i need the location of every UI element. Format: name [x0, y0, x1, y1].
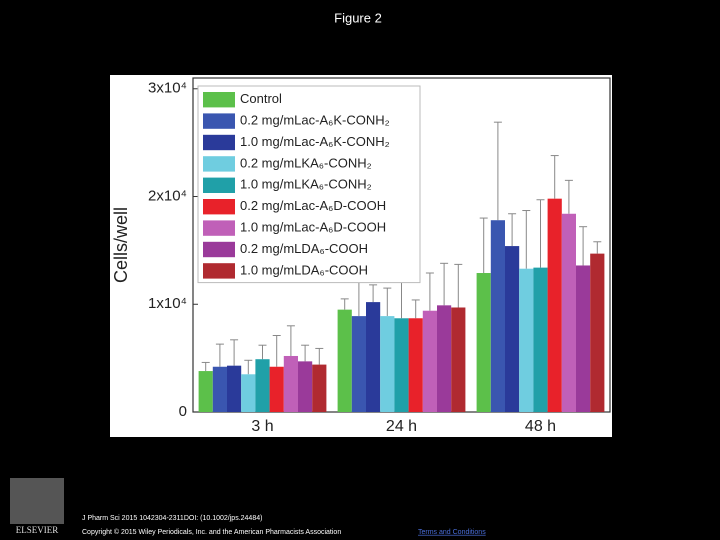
legend-label: 0.2 mg/mLac-A₆K-CONH₂ [240, 113, 390, 128]
legend-swatch [203, 199, 235, 215]
publisher: ELSEVIER [16, 525, 59, 535]
legend-swatch [203, 113, 235, 129]
bar [198, 371, 213, 412]
bar [533, 267, 548, 412]
bar [437, 305, 452, 412]
slide-title: Figure 2 [334, 10, 382, 25]
bar [422, 310, 437, 412]
legend-label: 1.0 mg/mLac-A₆K-CONH₂ [240, 134, 390, 149]
bar [590, 253, 605, 412]
legend-swatch [203, 241, 235, 258]
y-tick-label: 1x10⁴ [148, 295, 187, 312]
bar [255, 359, 270, 412]
bar [394, 318, 409, 412]
legend-label: 1.0 mg/mLac-A₆D-COOH [240, 220, 386, 235]
legend-label: 0.2 mg/mLac-A₆D-COOH [240, 198, 386, 213]
bar [547, 198, 562, 412]
legend-label: 0.2 mg/mLKA₆-CONH₂ [240, 155, 372, 170]
y-axis-title: Cells/well [111, 207, 131, 283]
bar [561, 213, 576, 412]
citation: J Pharm Sci 2015 1042304-2311DOI: (10.10… [82, 515, 262, 522]
legend-label: 0.2 mg/mLDA₆-COOH [240, 241, 368, 256]
legend-swatch [203, 177, 235, 193]
publisher-logo: ELSEVIER [10, 478, 64, 535]
bar [476, 273, 491, 412]
x-tick-label: 24 h [386, 418, 417, 435]
bar [351, 316, 366, 412]
y-tick-label: 2x10⁴ [148, 187, 187, 204]
bar [490, 220, 505, 412]
legend-swatch [203, 134, 235, 151]
x-tick-label: 3 h [251, 418, 273, 435]
bar [312, 364, 327, 412]
bar [451, 307, 466, 412]
terms-link[interactable]: Terms and Conditions [418, 529, 486, 536]
bar [212, 366, 227, 412]
bar [227, 365, 242, 412]
bar [269, 366, 284, 412]
bar [241, 374, 256, 412]
bar [380, 316, 395, 412]
legend-swatch [203, 263, 235, 279]
bar [366, 302, 381, 412]
logo-tree [10, 478, 64, 524]
bar [283, 355, 298, 412]
legend-label: 1.0 mg/mLKA₆-CONH₂ [240, 177, 372, 192]
y-tick-label: 0 [179, 403, 187, 420]
legend-label: Control [240, 91, 282, 106]
copyright: Copyright © 2015 Wiley Periodicals, Inc.… [82, 528, 341, 536]
y-tick-label: 3x10⁴ [148, 80, 187, 97]
bar [519, 268, 534, 412]
bar [505, 246, 520, 412]
x-tick-label: 48 h [525, 418, 556, 435]
legend-swatch [203, 156, 235, 172]
bar [408, 318, 423, 412]
bar [576, 265, 591, 412]
legend-swatch [203, 220, 235, 236]
legend-label: 1.0 mg/mLDA₆-COOH [240, 262, 368, 277]
legend-swatch [203, 92, 235, 108]
bar [298, 361, 313, 412]
bar [337, 309, 352, 412]
